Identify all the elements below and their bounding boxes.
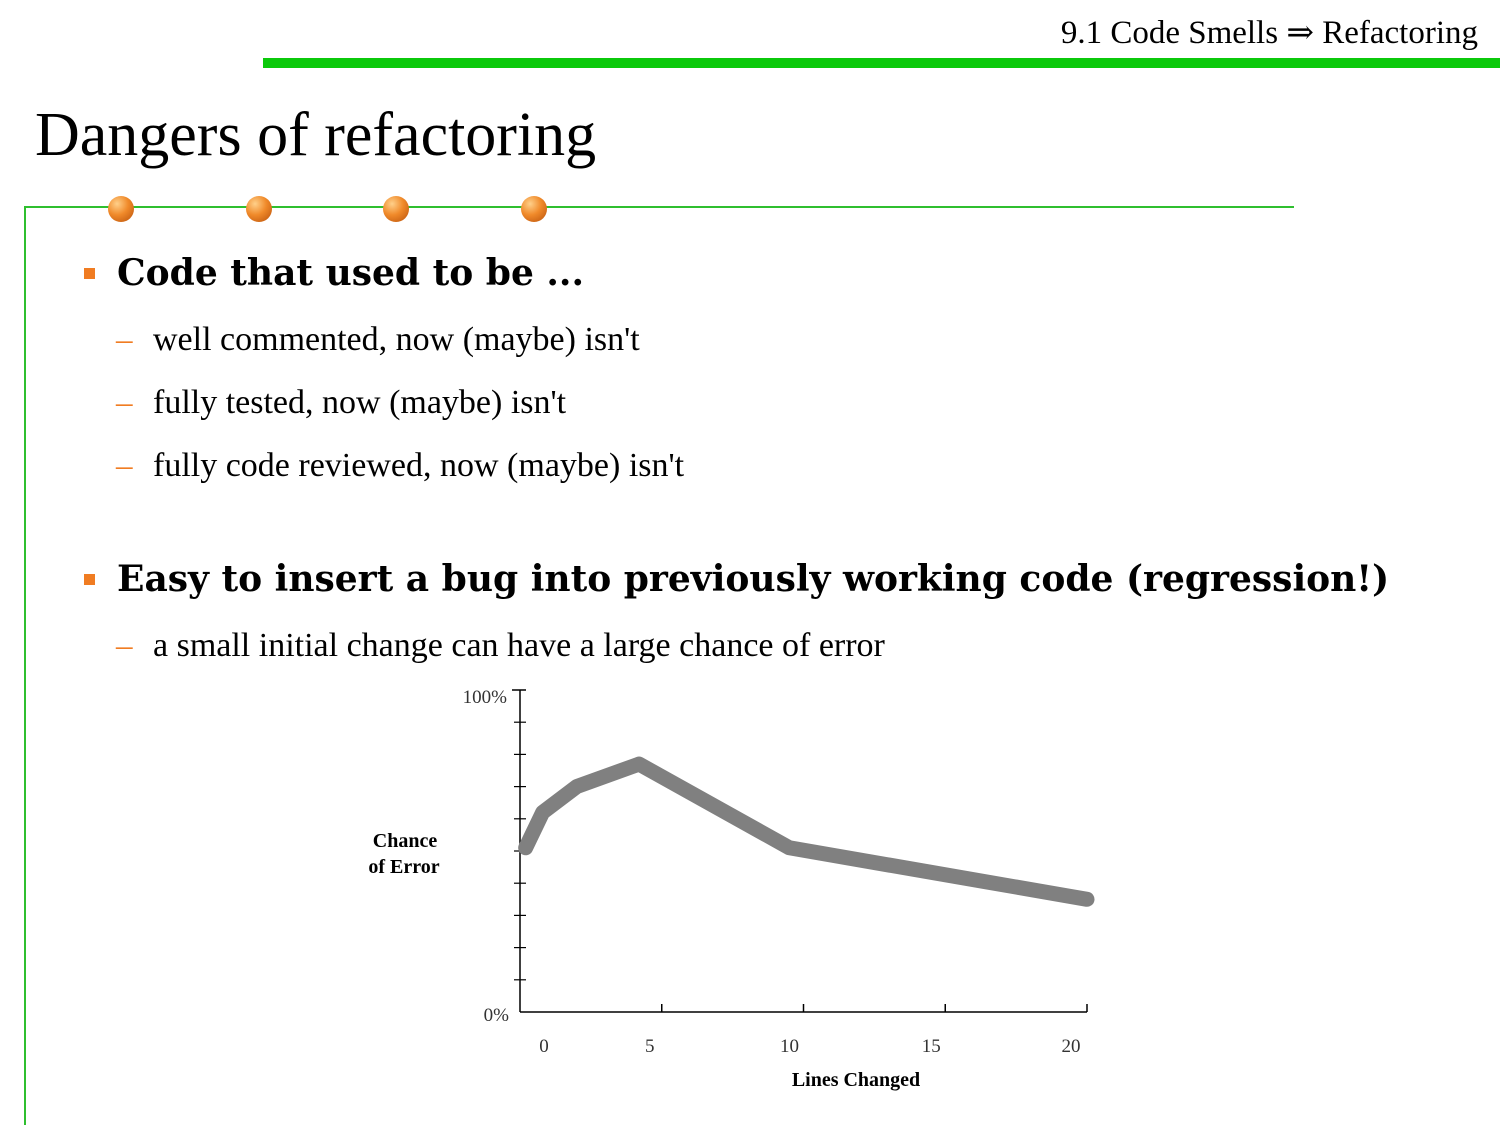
y-axis-label-line2: of Error — [368, 856, 439, 878]
frame-left-line — [24, 206, 26, 1125]
sub-bullet-1-1: well commented, now (maybe) isn't — [153, 321, 640, 358]
slide-title: Dangers of refactoring — [35, 101, 597, 169]
orange-dot-3 — [383, 196, 409, 222]
y-axis-label-line1: Chance — [373, 830, 438, 852]
sub-bullet-1-2: fully tested, now (maybe) isn't — [153, 384, 567, 421]
bullet-2-text: Easy to insert a bug into previously wor… — [117, 558, 1390, 600]
header-bar — [263, 58, 1500, 68]
x-axis-label: Lines Changed — [792, 1069, 920, 1091]
error-curve-line — [518, 756, 1095, 907]
y-tick-label-min: 0% — [484, 1005, 510, 1026]
x-tick-label: 15 — [922, 1036, 941, 1057]
y-tick-label-max: 100% — [463, 687, 508, 708]
x-tick-label: 5 — [645, 1036, 655, 1057]
sub-bullet-1-3: fully code reviewed, now (maybe) isn't — [153, 447, 685, 484]
sub-dash: – — [116, 385, 133, 421]
orange-dot-1 — [108, 196, 134, 222]
orange-dot-2 — [246, 196, 272, 222]
x-tick-label: 0 — [539, 1036, 549, 1057]
orange-dot-4 — [521, 196, 547, 222]
sub-dash: – — [116, 628, 133, 664]
sub-dash: – — [116, 448, 133, 484]
x-tick-label: 20 — [1062, 1036, 1081, 1057]
sub-dash: – — [116, 322, 133, 358]
bullet-1-text: Code that used to be ... — [117, 252, 584, 294]
section-header: 9.1 Code Smells ⇒ Refactoring — [1060, 15, 1478, 51]
frame-top-line — [24, 206, 1294, 208]
bullet-square-1 — [84, 268, 95, 279]
bullet-square-2 — [84, 574, 95, 585]
sub-bullet-2-1: a small initial change can have a large … — [153, 627, 885, 664]
x-tick-label: 10 — [780, 1036, 799, 1057]
